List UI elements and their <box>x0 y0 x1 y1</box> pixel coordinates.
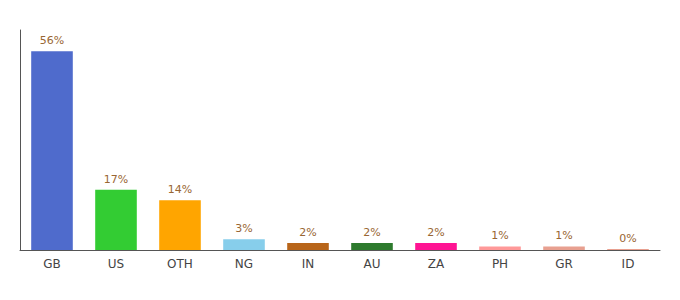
svg-text:1%: 1% <box>555 229 572 242</box>
svg-text:ZA: ZA <box>428 257 445 271</box>
svg-text:2%: 2% <box>363 226 380 239</box>
svg-text:2%: 2% <box>427 226 444 239</box>
svg-text:14%: 14% <box>168 183 192 196</box>
svg-text:ID: ID <box>622 257 635 271</box>
svg-text:IN: IN <box>302 257 315 271</box>
svg-text:3%: 3% <box>235 222 252 235</box>
svg-text:56%: 56% <box>40 34 64 47</box>
svg-text:AU: AU <box>364 257 381 271</box>
svg-text:1%: 1% <box>491 229 508 242</box>
svg-text:OTH: OTH <box>167 257 193 271</box>
svg-text:17%: 17% <box>104 173 128 186</box>
svg-text:NG: NG <box>235 257 253 271</box>
svg-text:0%: 0% <box>619 232 636 245</box>
svg-text:2%: 2% <box>299 226 316 239</box>
svg-text:GR: GR <box>555 257 573 271</box>
svg-text:US: US <box>108 257 124 271</box>
svg-text:GB: GB <box>43 257 61 271</box>
svg-text:PH: PH <box>492 257 508 271</box>
